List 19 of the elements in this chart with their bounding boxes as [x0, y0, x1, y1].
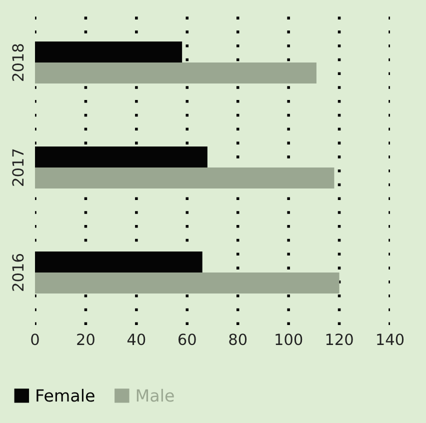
bar: [35, 146, 208, 168]
x-tick-label: 20: [77, 334, 94, 346]
bar: [35, 62, 316, 84]
y-tick-label: 2017: [12, 149, 24, 186]
bar: [35, 168, 334, 188]
x-tick-label: 120: [326, 334, 353, 346]
x-tick-label: 40: [127, 334, 146, 346]
legend-label: Female: [36, 388, 94, 402]
x-tick-label: 140: [377, 334, 404, 346]
x-tick-label: 80: [229, 334, 247, 346]
legend-label: Male: [136, 388, 174, 402]
x-tick-label: 60: [178, 334, 196, 346]
y-tick-label: 2018: [12, 44, 24, 81]
x-tick-label: 0: [31, 334, 39, 346]
x-tick-label: 100: [276, 334, 302, 346]
y-tick-label: 2016: [12, 254, 24, 291]
bar: [35, 252, 202, 272]
bar: [35, 272, 340, 294]
bar: [35, 42, 182, 62]
